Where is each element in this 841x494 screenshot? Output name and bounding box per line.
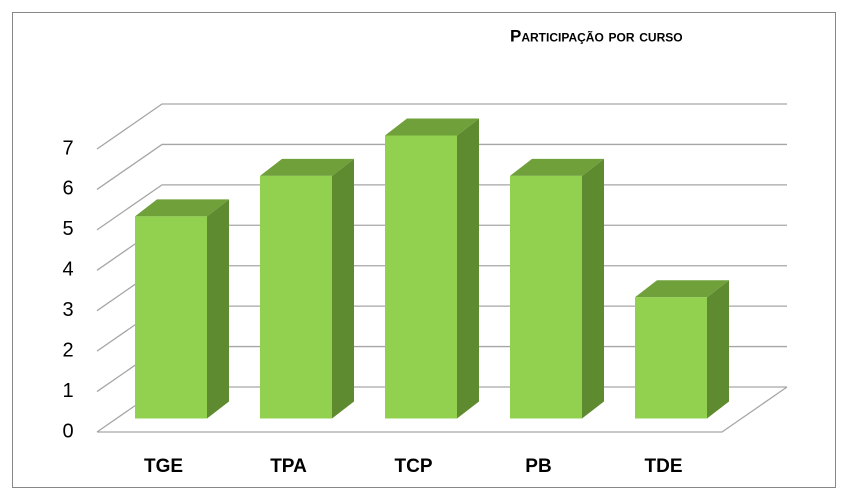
bar [385,118,479,419]
bar-side [332,158,354,419]
x-tick-label: TPA [270,456,307,477]
y-tick-label: 2 [62,339,73,361]
bar-side [457,118,479,419]
bar-front [510,175,582,419]
y-tick-label: 1 [62,380,73,402]
bar-top [510,158,604,176]
bar-front [635,297,707,419]
y-tick-label: 0 [62,420,73,442]
bar-side [207,199,229,419]
x-tick-label: TCP [395,456,433,477]
chart-title: Participação por curso [510,26,683,45]
floor-edge [97,386,788,433]
bar-front [260,175,332,419]
y-tick-label: 7 [62,137,73,159]
bar [135,199,229,419]
bar-side [707,280,729,419]
grid-line [96,103,787,150]
x-tick-label: TDE [645,456,683,477]
y-tick-label: 6 [62,178,73,200]
bar-side [582,158,604,419]
x-tick-label: PB [525,456,551,477]
bars [135,118,729,419]
y-tick-label: 4 [62,259,73,281]
x-tick-label: TGE [144,456,183,477]
bar-front [135,216,207,419]
grid-line [96,143,787,190]
bar-top [260,158,354,176]
y-tick-label: 3 [62,299,73,321]
y-tick-label: 5 [62,218,73,240]
bar [260,158,354,419]
bar-front [385,135,457,419]
bar-top [635,280,729,298]
bar [510,158,604,419]
bar [635,280,729,419]
bar-top [385,118,479,136]
bar-top [135,199,229,217]
